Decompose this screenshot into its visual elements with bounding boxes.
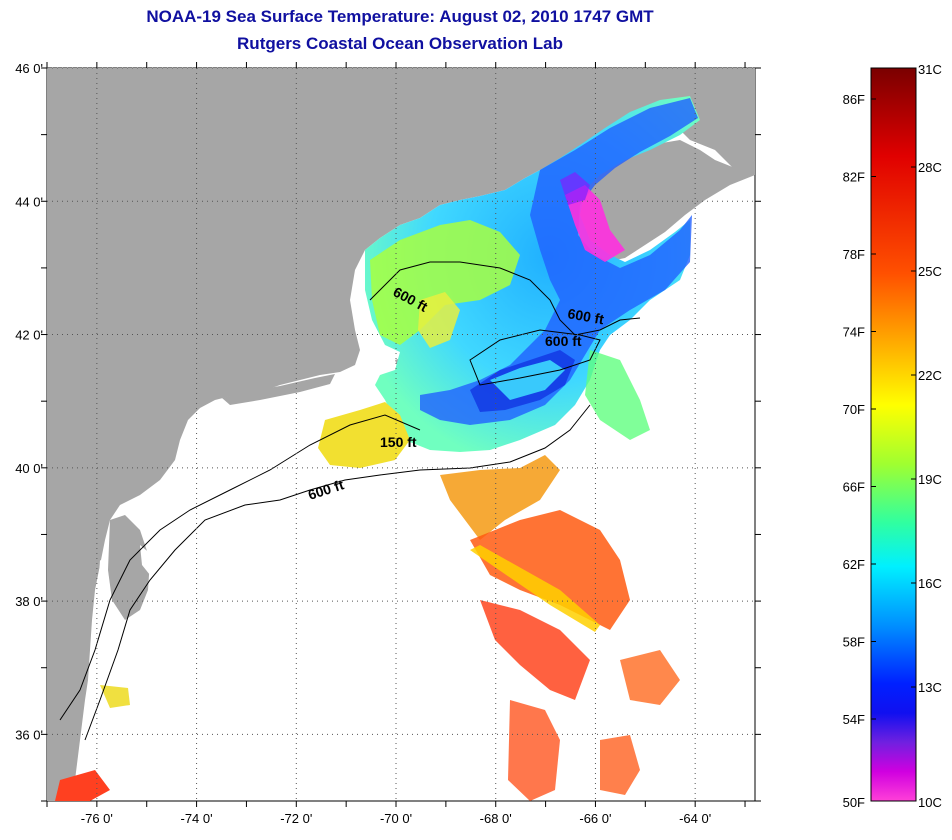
- colorbar-f-label: 86F: [843, 92, 865, 107]
- colorbar: 86F 82F 78F 74F 70F 66F 62F 58F 54F 50F 31C 28C 25C…: [843, 62, 942, 810]
- lat-tick-label: 42 0': [15, 328, 43, 343]
- chesapeake-bay: [92, 560, 108, 690]
- sst-gulf-stream-1: [470, 510, 630, 630]
- sst-hatteras-yellow: [100, 685, 130, 708]
- land-nova-scotia: [572, 140, 755, 262]
- colorbar-f-label: 50F: [843, 795, 865, 810]
- axis-ticks: -76 0' -74 0' -72 0' -70 0' -68 0' -66 0' -64 …: [15, 61, 761, 826]
- depth-label-4: 150 ft: [380, 434, 417, 450]
- colorbar-celsius-labels: 31C 28C 25C 22C 19C 16C 13C 10C: [911, 62, 942, 810]
- sst-filament: [470, 545, 600, 632]
- colorbar-fahrenheit-labels: 86F 82F 78F 74F 70F 66F 62F 58F 54F 50F: [843, 92, 876, 810]
- sst-violet-edge: [560, 172, 590, 205]
- sst-yellow-patch: [418, 292, 460, 348]
- lon-tick-label: -64 0': [679, 811, 711, 826]
- lon-tick-label: -70 0': [380, 811, 412, 826]
- colorbar-f-label: 54F: [843, 712, 865, 727]
- colorbar-c-label: 31C: [918, 62, 942, 77]
- colorbar-c-label: 16C: [918, 576, 942, 591]
- map-layers: 600 ft 600 ft 600 ft 150 ft 600 ft: [47, 68, 755, 801]
- land-mainland: [47, 68, 755, 801]
- colorbar-f-label: 78F: [843, 247, 865, 262]
- colorbar-c-label: 13C: [918, 680, 942, 695]
- lon-tick-label: -74 0': [181, 811, 213, 826]
- lon-tick-label: -68 0': [480, 811, 512, 826]
- lat-tick-label: 36 0': [15, 727, 43, 742]
- sst-gulf-of-maine: [365, 96, 700, 452]
- sst-slope-orange: [440, 455, 560, 540]
- lat-tick-label: 44 0': [15, 194, 43, 209]
- sst-gulf-stream-2: [480, 600, 590, 700]
- land-delmarva: [108, 515, 150, 620]
- colorbar-c-label: 25C: [918, 264, 942, 279]
- sst-ne-green: [585, 350, 650, 440]
- depth-label-3: 600 ft: [545, 333, 582, 349]
- page-title: NOAA-19 Sea Surface Temperature: August …: [146, 7, 654, 26]
- sst-georges-shoal: [490, 360, 565, 400]
- colorbar-f-label: 70F: [843, 402, 865, 417]
- sst-gulf-stream-3: [508, 700, 560, 801]
- page-subtitle: Rutgers Coastal Ocean Observation Lab: [237, 34, 563, 53]
- colorbar-f-label: 58F: [843, 635, 865, 650]
- sst-gulf-stream-4: [600, 735, 640, 795]
- sst-warm-nearshore: [370, 220, 520, 345]
- depth-label-2: 600 ft: [566, 305, 605, 327]
- isobath-georges: [469, 329, 601, 386]
- sst-eddy-east: [620, 650, 680, 705]
- isobath-600ft-shelf: [84, 404, 591, 741]
- land-long-island: [222, 374, 335, 405]
- colorbar-scale: [870, 67, 917, 802]
- lon-tick-label: -66 0': [579, 811, 611, 826]
- colorbar-c-label: 22C: [918, 368, 942, 383]
- colorbar-c-label: 10C: [918, 795, 942, 810]
- sst-cold-band: [420, 98, 698, 425]
- sst-hatteras-red: [55, 770, 110, 801]
- lat-tick-label: 40 0': [15, 461, 43, 476]
- colorbar-f-label: 82F: [843, 170, 865, 185]
- graticule: [47, 67, 755, 801]
- lon-tick-label: -72 0': [280, 811, 312, 826]
- colorbar-f-label: 74F: [843, 325, 865, 340]
- colorbar-c-label: 28C: [918, 160, 942, 175]
- isobath-600ft-gulf-maine: [369, 261, 641, 336]
- colorbar-c-label: 19C: [918, 472, 942, 487]
- colorbar-f-label: 62F: [843, 557, 865, 572]
- lon-tick-label: -76 0': [81, 811, 113, 826]
- delaware-bay: [140, 545, 152, 575]
- sst-shelf-warm: [318, 402, 410, 468]
- lat-tick-label: 46 0': [15, 61, 43, 76]
- isobath-150ft: [59, 414, 421, 721]
- colorbar-f-label: 66F: [843, 480, 865, 495]
- lat-tick-label: 38 0': [15, 594, 43, 609]
